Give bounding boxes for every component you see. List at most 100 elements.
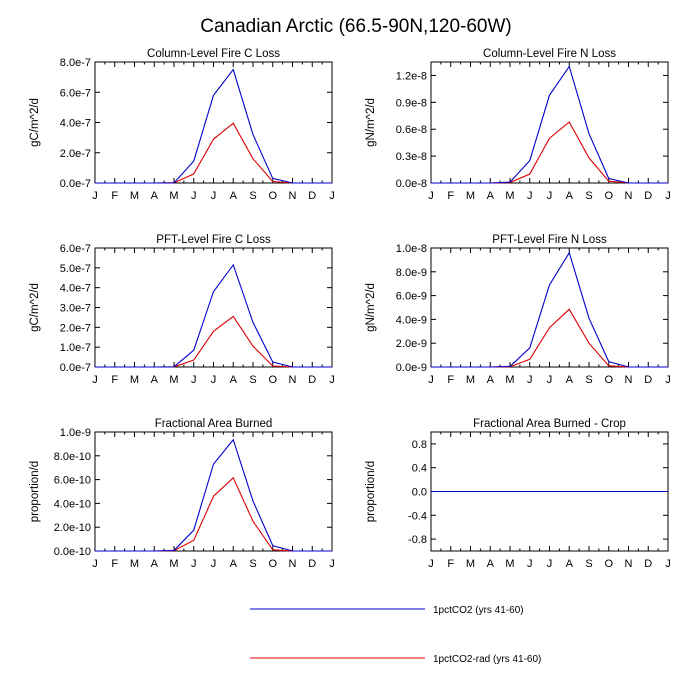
x-tick-label: M bbox=[130, 190, 139, 202]
y-tick-label: 0.3e-8 bbox=[396, 151, 427, 163]
y-tick-label: 4.0e-7 bbox=[60, 283, 91, 295]
x-tick-label: J bbox=[527, 374, 533, 386]
legend-label: 1pctCO2-rad (yrs 41-60) bbox=[433, 654, 541, 665]
x-tick-label: S bbox=[249, 190, 256, 202]
series-line-1 bbox=[431, 251, 668, 368]
x-tick-label: A bbox=[151, 190, 159, 202]
x-tick-label: F bbox=[111, 558, 118, 570]
x-tick-label: N bbox=[625, 374, 633, 386]
plot-frame bbox=[430, 61, 669, 184]
series-line-2 bbox=[95, 315, 332, 368]
series-line-1 bbox=[95, 263, 332, 368]
x-tick-label: F bbox=[111, 374, 118, 386]
x-tick-label: J bbox=[211, 190, 217, 202]
legend-label: 1pctCO2 (yrs 41-60) bbox=[433, 605, 524, 616]
x-tick-label: J bbox=[665, 374, 671, 386]
series-line-2 bbox=[95, 476, 332, 552]
y-tick-label: 6.0e-7 bbox=[60, 243, 91, 255]
x-tick-label: M bbox=[466, 190, 475, 202]
figure-title: Canadian Arctic (66.5-90N,120-60W) bbox=[200, 16, 512, 37]
x-tick-label: F bbox=[447, 374, 454, 386]
x-tick-label: M bbox=[466, 374, 475, 386]
y-tick-label: 0.0 bbox=[412, 487, 427, 499]
panel-title: Fractional Area Burned - Crop bbox=[473, 418, 626, 430]
y-tick-label: 3.0e-7 bbox=[60, 303, 91, 315]
x-tick-label: J bbox=[92, 558, 98, 570]
x-tick-label: S bbox=[585, 374, 592, 386]
x-tick-label: M bbox=[130, 558, 139, 570]
x-tick-label: M bbox=[505, 190, 514, 202]
x-tick-label: J bbox=[329, 558, 335, 570]
x-tick-label: A bbox=[566, 558, 574, 570]
x-tick-label: M bbox=[466, 558, 475, 570]
y-tick-label: 4.0e-7 bbox=[60, 118, 91, 130]
x-tick-label: J bbox=[665, 558, 671, 570]
series-line-2 bbox=[95, 122, 332, 184]
panel-title: PFT-Level Fire N Loss bbox=[492, 234, 607, 246]
x-tick-label: S bbox=[585, 190, 592, 202]
panel-title: PFT-Level Fire C Loss bbox=[156, 234, 271, 246]
y-axis-label: proportion/d bbox=[29, 461, 41, 522]
series-line-2 bbox=[431, 308, 668, 368]
y-axis-label: gN/m^2/d bbox=[365, 283, 377, 332]
x-tick-label: N bbox=[289, 190, 297, 202]
y-tick-label: 0.0e-7 bbox=[60, 362, 91, 374]
x-tick-label: M bbox=[130, 374, 139, 386]
x-tick-label: J bbox=[191, 558, 197, 570]
y-axis-label: proportion/d bbox=[365, 461, 377, 522]
x-tick-label: S bbox=[585, 558, 592, 570]
x-tick-label: O bbox=[604, 374, 613, 386]
x-tick-label: M bbox=[505, 558, 514, 570]
x-tick-label: D bbox=[308, 190, 316, 202]
x-tick-label: M bbox=[169, 558, 178, 570]
y-tick-label: 2.0e-7 bbox=[60, 148, 91, 160]
y-tick-label: 0.8 bbox=[412, 439, 427, 451]
y-tick-label: 2.0e-9 bbox=[396, 338, 427, 350]
series-line-1 bbox=[95, 438, 332, 552]
x-tick-label: O bbox=[268, 558, 277, 570]
x-tick-label: A bbox=[151, 558, 159, 570]
x-tick-label: M bbox=[505, 374, 514, 386]
y-tick-label: 2.0e-10 bbox=[54, 522, 91, 534]
x-tick-label: D bbox=[644, 558, 652, 570]
y-tick-label: 2.0e-7 bbox=[60, 322, 91, 334]
legend-item-1: 1pctCO2 (yrs 41-60) bbox=[250, 605, 524, 616]
x-tick-label: M bbox=[169, 374, 178, 386]
x-tick-label: J bbox=[191, 190, 197, 202]
x-tick-label: A bbox=[230, 558, 238, 570]
x-tick-label: S bbox=[249, 558, 256, 570]
plot-frame bbox=[94, 61, 333, 184]
y-tick-label: 0.4 bbox=[412, 463, 427, 475]
x-tick-label: N bbox=[625, 558, 633, 570]
y-tick-label: 1.0e-7 bbox=[60, 342, 91, 354]
series-line-1 bbox=[431, 65, 668, 184]
legend-item-2: 1pctCO2-rad (yrs 41-60) bbox=[250, 654, 541, 665]
y-tick-label: 4.0e-10 bbox=[54, 498, 91, 510]
x-tick-label: D bbox=[308, 374, 316, 386]
x-tick-label: O bbox=[604, 190, 613, 202]
x-tick-label: J bbox=[547, 374, 553, 386]
y-tick-label: 4.0e-9 bbox=[396, 314, 427, 326]
x-tick-label: A bbox=[487, 558, 495, 570]
x-tick-label: A bbox=[566, 374, 574, 386]
x-tick-label: A bbox=[230, 374, 238, 386]
y-tick-label: 6.0e-10 bbox=[54, 475, 91, 487]
y-tick-label: 0.0e-9 bbox=[396, 362, 427, 374]
x-tick-label: J bbox=[428, 374, 434, 386]
y-tick-label: 1.2e-8 bbox=[396, 70, 427, 82]
x-tick-label: J bbox=[527, 190, 533, 202]
x-tick-label: M bbox=[169, 190, 178, 202]
x-tick-label: A bbox=[566, 190, 574, 202]
x-tick-label: D bbox=[644, 190, 652, 202]
x-tick-label: O bbox=[268, 374, 277, 386]
x-tick-label: A bbox=[487, 190, 495, 202]
x-tick-label: J bbox=[92, 190, 98, 202]
y-tick-label: 1.0e-9 bbox=[60, 427, 91, 439]
x-tick-label: N bbox=[289, 374, 297, 386]
x-tick-label: F bbox=[447, 190, 454, 202]
x-tick-label: J bbox=[527, 558, 533, 570]
